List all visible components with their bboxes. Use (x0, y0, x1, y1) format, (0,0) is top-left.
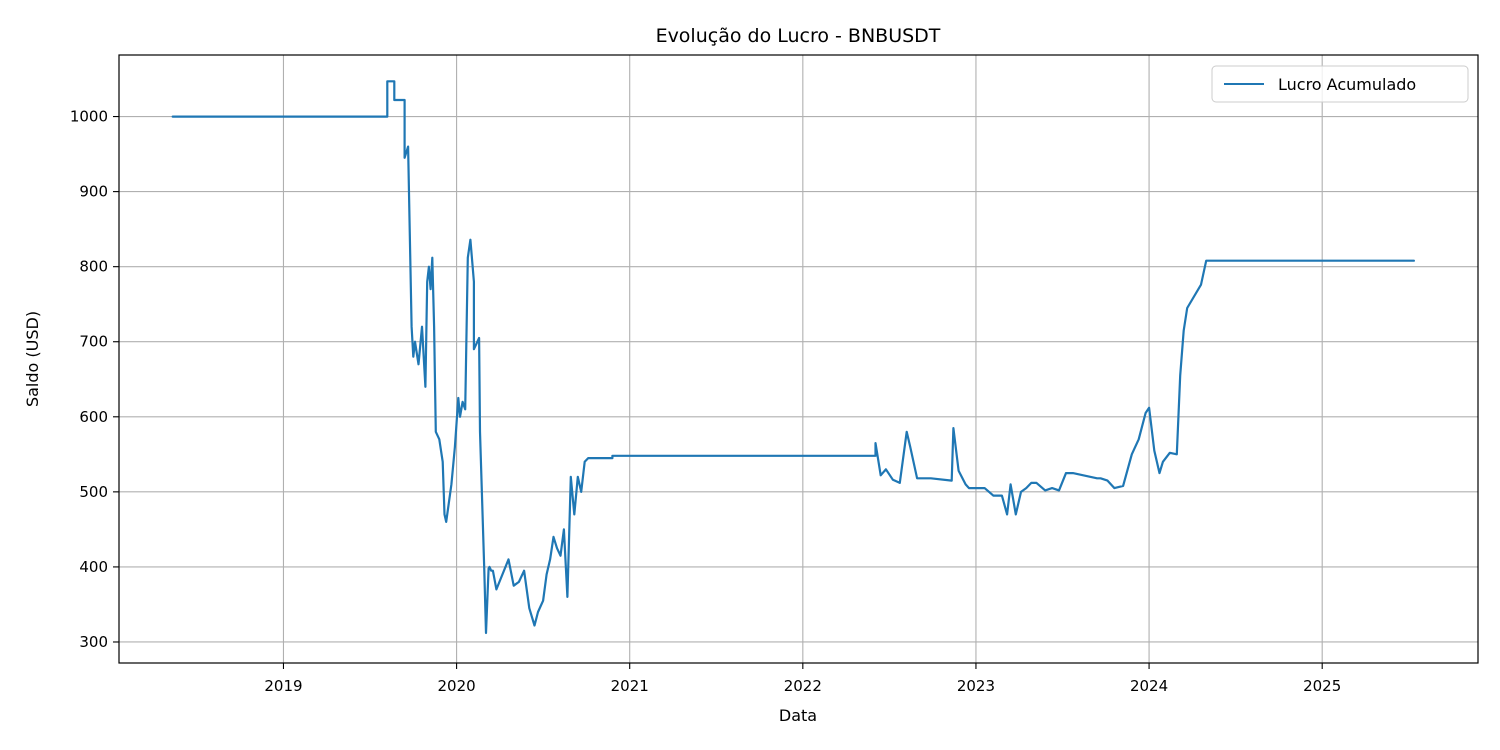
x-tick-label: 2025 (1303, 677, 1341, 695)
x-axis-ticks: 2019 2020 2021 2022 2023 2024 2025 (264, 663, 1341, 695)
y-tick-label: 800 (79, 258, 108, 276)
y-tick-label: 500 (79, 483, 108, 501)
series-layer (171, 80, 1416, 635)
x-tick-label: 2019 (264, 677, 302, 695)
x-tick-label: 2021 (611, 677, 649, 695)
x-tick-label: 2023 (957, 677, 995, 695)
y-axis-label: Saldo (USD) (23, 311, 42, 407)
x-tick-label: 2024 (1130, 677, 1168, 695)
y-tick-label: 900 (79, 183, 108, 201)
y-tick-label: 600 (79, 408, 108, 426)
y-axis-ticks: 300 400 500 600 700 800 900 1000 (70, 108, 119, 651)
series-line-lucro-acumulado (171, 80, 1416, 635)
x-tick-label: 2022 (784, 677, 822, 695)
y-tick-label: 300 (79, 633, 108, 651)
x-axis-label: Data (779, 706, 817, 725)
x-tick-label: 2020 (437, 677, 475, 695)
y-tick-label: 1000 (70, 108, 108, 126)
legend-label: Lucro Acumulado (1278, 75, 1416, 94)
chart-title: Evolução do Lucro - BNBUSDT (656, 25, 941, 47)
y-tick-label: 400 (79, 558, 108, 576)
y-tick-label: 700 (79, 333, 108, 351)
grid (119, 55, 1478, 663)
legend: Lucro Acumulado (1211, 65, 1469, 103)
legend-box (1211, 65, 1469, 103)
plot-area-frame (118, 54, 1479, 664)
